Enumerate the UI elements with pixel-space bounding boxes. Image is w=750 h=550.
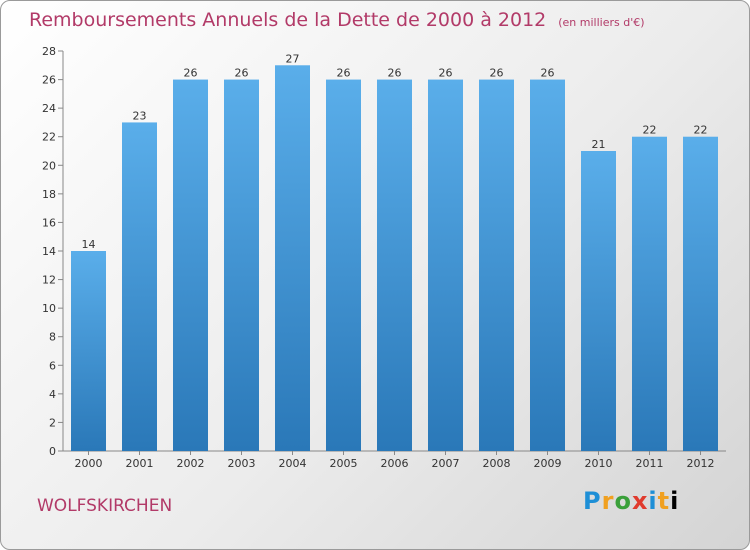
bars xyxy=(71,65,718,452)
x-tick-label: 2006 xyxy=(381,457,409,470)
y-tick-label: 28 xyxy=(42,45,56,58)
value-labels: 14 23 26 26 27 26 26 26 26 26 21 22 22 xyxy=(82,52,708,251)
y-tick-label: 20 xyxy=(42,159,56,172)
proxiti-logo: Proxiti xyxy=(583,487,680,515)
chart-title: Remboursements Annuels de la Dette de 20… xyxy=(29,9,645,31)
bar-value-label: 26 xyxy=(541,67,555,80)
bar-value-label: 21 xyxy=(592,138,606,151)
y-tick-label: 24 xyxy=(42,102,56,115)
bar xyxy=(122,122,157,451)
y-tick-label: 26 xyxy=(42,74,56,87)
y-tick-label: 4 xyxy=(49,388,56,401)
bar xyxy=(71,251,106,451)
y-tick-label: 10 xyxy=(42,302,56,315)
bar xyxy=(326,79,361,452)
x-tick-label: 2010 xyxy=(585,457,613,470)
bar-value-label: 26 xyxy=(490,67,504,80)
bar-value-label: 26 xyxy=(388,67,402,80)
x-tick-label: 2011 xyxy=(636,457,664,470)
bar xyxy=(632,136,667,451)
bar-value-label: 14 xyxy=(82,238,96,251)
bar-value-label: 22 xyxy=(694,124,708,137)
bar xyxy=(683,136,718,451)
x-tick-label: 2012 xyxy=(687,457,715,470)
x-tick-label: 2001 xyxy=(126,457,154,470)
x-tick-label: 2008 xyxy=(483,457,511,470)
bar-value-label: 23 xyxy=(133,109,147,122)
x-tick-label: 2009 xyxy=(534,457,562,470)
x-tick-label: 2003 xyxy=(228,457,256,470)
bar xyxy=(479,79,514,452)
y-tick-label: 16 xyxy=(42,216,56,229)
bar-value-label: 26 xyxy=(439,67,453,80)
x-tick-label: 2000 xyxy=(75,457,103,470)
y-tick-label: 14 xyxy=(42,245,56,258)
x-tick-label: 2007 xyxy=(432,457,460,470)
bar-value-label: 22 xyxy=(643,124,657,137)
y-tick-label: 2 xyxy=(49,416,56,429)
y-tick-label: 12 xyxy=(42,274,56,287)
chart-units: (en milliers d'€) xyxy=(558,16,645,29)
x-tick-label: 2004 xyxy=(279,457,307,470)
bar-value-label: 26 xyxy=(235,67,249,80)
bar-value-label: 26 xyxy=(337,67,351,80)
y-tick-label: 18 xyxy=(42,188,56,201)
y-tick-label: 8 xyxy=(49,331,56,344)
bar xyxy=(428,79,463,452)
bar-value-label: 27 xyxy=(286,52,300,65)
y-tick-label: 6 xyxy=(49,359,56,372)
bar xyxy=(173,79,208,452)
bar xyxy=(581,151,616,451)
x-tick-label: 2005 xyxy=(330,457,358,470)
x-tick-label: 2002 xyxy=(177,457,205,470)
chart-title-text: Remboursements Annuels de la Dette de 20… xyxy=(29,9,547,31)
y-tick-label: 0 xyxy=(49,445,56,458)
city-name: WOLFSKIRCHEN xyxy=(37,496,173,516)
bar xyxy=(530,79,565,452)
bar-value-label: 26 xyxy=(184,67,198,80)
bar xyxy=(224,79,259,452)
bar xyxy=(377,79,412,452)
y-tick-label: 22 xyxy=(42,131,56,144)
bar xyxy=(275,65,310,452)
